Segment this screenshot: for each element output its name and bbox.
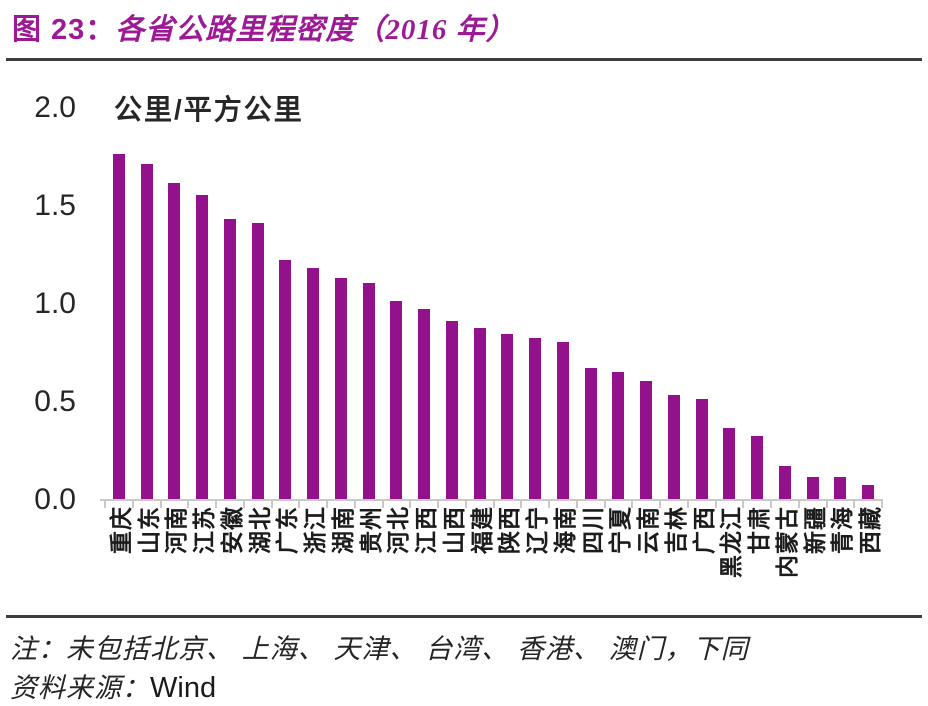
chart-bar <box>390 301 402 499</box>
x-axis-tick <box>520 499 522 508</box>
x-axis-tick <box>298 499 300 508</box>
x-axis-tick <box>576 499 578 508</box>
source-line: 资料来源：Wind <box>10 666 216 705</box>
chart-bar <box>168 183 180 499</box>
x-axis-tick <box>715 499 717 508</box>
chart-bar <box>612 372 624 499</box>
x-axis-label: 西藏 <box>857 506 883 554</box>
chart-bar <box>668 395 680 499</box>
chart-bar <box>279 260 291 499</box>
y-axis-tick-label: 1.5 <box>34 189 76 222</box>
top-divider <box>6 58 922 61</box>
chart-bar <box>529 338 541 499</box>
chart-bar <box>335 278 347 499</box>
x-axis-tick <box>826 499 828 508</box>
chart-bar <box>834 477 846 499</box>
x-axis-tick <box>271 499 273 508</box>
x-axis-tick <box>409 499 411 508</box>
y-axis-tick-label: 1.0 <box>34 287 76 320</box>
chart-bar <box>252 223 264 499</box>
x-axis-line <box>100 499 882 501</box>
x-axis-tick <box>215 499 217 508</box>
x-axis-tick <box>437 499 439 508</box>
x-axis-tick <box>326 499 328 508</box>
x-axis-tick <box>548 499 550 508</box>
chart-bar <box>779 466 791 499</box>
figure-title: 图 23：各省公路里程密度（2016 年） <box>12 6 516 48</box>
y-axis-unit-label: 公里/平方公里 <box>114 94 304 125</box>
x-axis-tick <box>604 499 606 508</box>
x-axis-tick <box>354 499 356 508</box>
chart-bar <box>196 195 208 499</box>
chart-bar <box>585 368 597 499</box>
x-axis-tick <box>687 499 689 508</box>
x-axis-tick <box>104 499 106 508</box>
chart-bar <box>307 268 319 499</box>
chart-bar <box>363 283 375 499</box>
chart-bar <box>501 334 513 499</box>
source-value: Wind <box>150 672 217 704</box>
chart-bar <box>474 328 486 499</box>
x-axis-tick <box>132 499 134 508</box>
x-axis-tick <box>881 499 883 508</box>
y-axis-tick-label: 2.0 <box>34 91 76 124</box>
chart-bar <box>418 309 430 499</box>
x-axis-tick <box>465 499 467 508</box>
y-axis-tick-label: 0.5 <box>34 385 76 418</box>
source-label: 资料来源： <box>10 673 150 703</box>
x-axis-tick <box>160 499 162 508</box>
footnote: 注：未包括北京、 上海、 天津、 台湾、 香港、 澳门，下同 <box>10 634 749 664</box>
chart-bar <box>446 321 458 499</box>
chart-bar <box>862 485 874 499</box>
x-axis-tick <box>853 499 855 508</box>
x-axis-tick <box>187 499 189 508</box>
x-axis-tick <box>798 499 800 508</box>
chart-bar <box>141 164 153 499</box>
chart-bar <box>224 219 236 499</box>
chart-bar <box>723 428 735 499</box>
figure-title-text: 各省公路里程密度（2016 年） <box>115 14 516 46</box>
x-axis-tick <box>659 499 661 508</box>
chart-bar <box>557 342 569 499</box>
y-axis-tick-label: 0.0 <box>34 483 76 516</box>
figure-number: 图 23： <box>12 14 116 46</box>
chart-bar <box>640 381 652 499</box>
x-axis-tick <box>770 499 772 508</box>
x-axis-tick <box>631 499 633 508</box>
chart-bar <box>807 477 819 499</box>
x-axis-tick <box>382 499 384 508</box>
x-axis-tick <box>742 499 744 508</box>
x-axis-tick <box>493 499 495 508</box>
chart-bar <box>113 154 125 499</box>
bottom-divider <box>6 615 922 618</box>
chart-bar <box>696 399 708 499</box>
chart-bar <box>751 436 763 499</box>
x-axis-tick <box>243 499 245 508</box>
